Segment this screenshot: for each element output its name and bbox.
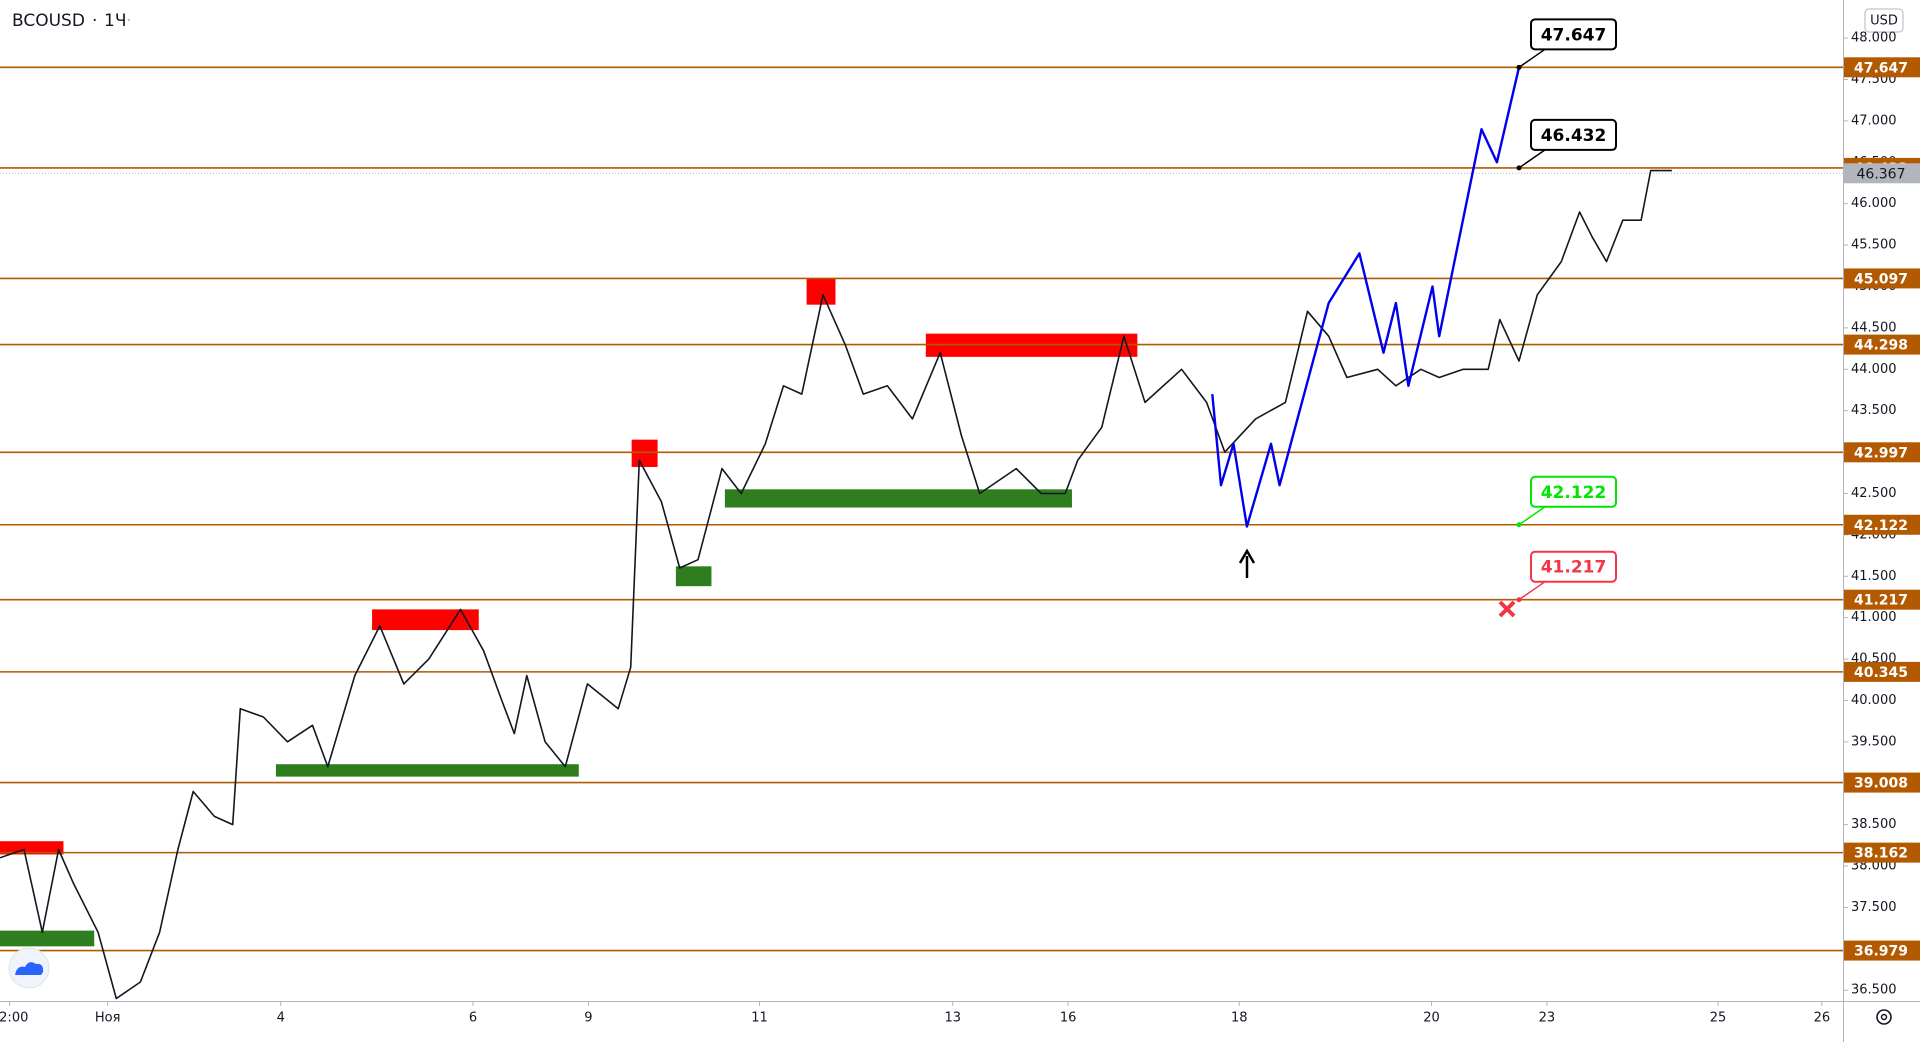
y-tick-label: 47.000 (1851, 113, 1897, 128)
callout-anchor (1516, 165, 1522, 171)
y-tick-label: 41.000 (1851, 610, 1897, 625)
callout-box (1530, 118, 1618, 151)
x-tick-label: 6 (469, 1011, 477, 1026)
level-label-box (1844, 268, 1920, 289)
callout-label: 41.217 (1541, 558, 1607, 578)
x-tick-label: 12:00 (0, 1011, 28, 1026)
callout-pointer (1518, 48, 1546, 68)
y-tick-label: 40.000 (1851, 693, 1897, 708)
level-label: 45.097 (1854, 271, 1908, 287)
callout-label: 42.122 (1541, 483, 1607, 503)
logo[interactable] (8, 947, 50, 989)
level-label-box (1844, 514, 1920, 535)
cross-stroke (1498, 600, 1516, 618)
x-tick-label: 25 (1710, 1011, 1727, 1026)
level-label: 47.647 (1854, 60, 1908, 76)
y-tick-label: 42.500 (1851, 486, 1897, 501)
separator: · (126, 11, 131, 31)
level-label: 40.345 (1854, 665, 1908, 681)
level-label-box (1844, 334, 1920, 355)
callout-anchor (1516, 597, 1522, 603)
logo-cloud[interactable] (15, 962, 44, 975)
x-tick-label: 23 (1539, 1011, 1556, 1026)
price-line (1211, 67, 1521, 528)
y-tick-label: 38.500 (1851, 817, 1897, 832)
y-tick-label: 43.500 (1851, 403, 1897, 418)
y-tick-label: 41.500 (1851, 569, 1897, 584)
callout-anchor (1516, 64, 1522, 70)
symbol: BCOUSD (12, 11, 85, 31)
gear-ring[interactable] (1876, 1009, 1892, 1025)
y-tick-label: 39.500 (1851, 734, 1897, 749)
supply-zone (372, 609, 479, 631)
callout-box (1530, 475, 1618, 508)
x-tick-label: Ноя (95, 1011, 121, 1026)
x-tick-label: 11 (751, 1011, 768, 1026)
interval: 1Ч (104, 11, 126, 31)
callout-label: 47.647 (1541, 25, 1607, 45)
stop-marker (1498, 600, 1516, 618)
level-label-box (1844, 661, 1920, 682)
demand-zone (0, 930, 95, 947)
level-label-box (1844, 57, 1920, 78)
callout-pointer (1518, 506, 1546, 526)
callout-anchor (1516, 522, 1522, 528)
y-tick-label: 37.500 (1851, 900, 1897, 915)
demand-zone (275, 764, 579, 777)
level-label: 38.162 (1854, 846, 1908, 862)
last-price-box (1844, 163, 1920, 184)
level-label: 42.997 (1854, 445, 1908, 461)
callout-label: 46.432 (1541, 126, 1607, 146)
supply-zone (0, 841, 64, 855)
level-label-box (1844, 940, 1920, 961)
price-line (0, 169, 1672, 1000)
callout-box (1530, 18, 1618, 51)
y-tick-label: 46.000 (1851, 196, 1897, 211)
supply-zone (631, 439, 658, 467)
callout-box (1530, 550, 1618, 583)
y-tick-label: 48.000 (1851, 31, 1897, 46)
arrow-head (1238, 548, 1256, 564)
level-label: 42.122 (1854, 518, 1908, 534)
level-label: 39.008 (1854, 776, 1908, 792)
y-tick-label: 45.500 (1851, 238, 1897, 253)
x-tick-label: 9 (584, 1011, 592, 1026)
level-label: 41.217 (1854, 593, 1908, 609)
x-tick-label: 26 (1814, 1011, 1831, 1026)
callout-pointer (1518, 581, 1546, 601)
gear-hub[interactable] (1880, 1013, 1888, 1021)
y-tick-label: 36.500 (1851, 983, 1897, 998)
settings-icon[interactable] (1876, 1009, 1892, 1025)
plot: 47.647 46.432 42.122 41.217 (0, 18, 1843, 1000)
x-tick-label: 4 (277, 1011, 285, 1026)
level-label: 36.979 (1854, 944, 1908, 960)
separator: · (92, 11, 97, 31)
currency-box[interactable] (1864, 8, 1904, 33)
x-tick-label: 18 (1231, 1011, 1248, 1026)
y-tick-label: 44.000 (1851, 362, 1897, 377)
x-tick-label: 13 (944, 1011, 961, 1026)
y-tick-label: 44.500 (1851, 320, 1897, 335)
currency[interactable]: USD (1870, 14, 1898, 29)
x-tick-label: 16 (1060, 1011, 1077, 1026)
last-price-label: 46.367 (1857, 166, 1906, 182)
level-label: 44.298 (1854, 338, 1908, 354)
level-label-box (1844, 589, 1920, 610)
forecast-arrow (1238, 548, 1256, 578)
demand-zone (675, 566, 712, 587)
callout-pointer (1518, 149, 1546, 169)
demand-zone (724, 489, 1072, 508)
x-tick-label: 20 (1423, 1011, 1440, 1026)
level-label-box (1844, 772, 1920, 793)
level-label-box (1844, 842, 1920, 863)
level-label-box (1844, 442, 1920, 463)
